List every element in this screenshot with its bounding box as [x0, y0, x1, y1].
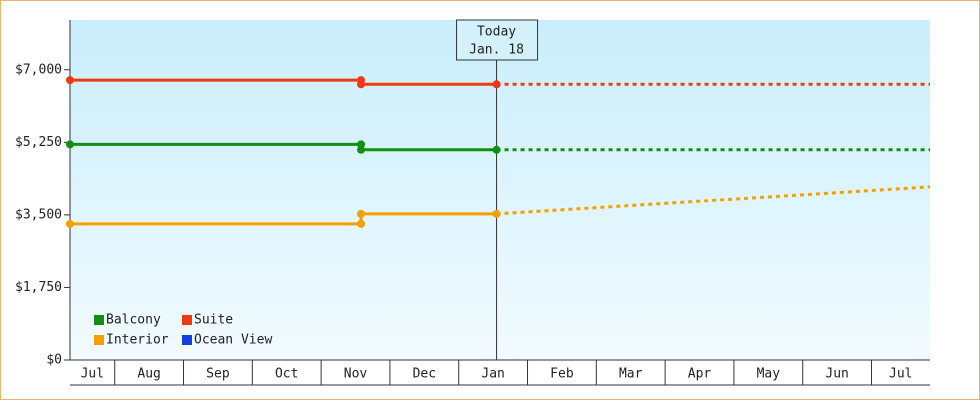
legend-label: Balcony [106, 313, 161, 328]
point [492, 80, 501, 89]
point [492, 209, 501, 218]
y-tick-label: $7,000 [15, 62, 62, 77]
x-tick-label: Dec [413, 367, 436, 382]
x-tick-label: Feb [550, 367, 574, 382]
legend-swatch [182, 315, 192, 325]
legend-swatch [94, 335, 104, 345]
x-tick-label: Oct [275, 367, 298, 382]
legend-swatch [182, 335, 192, 345]
x-tick-label: Apr [688, 367, 712, 382]
point [492, 145, 501, 154]
today-box [456, 19, 539, 61]
y-tick-label: $3,500 [15, 207, 62, 222]
point [66, 219, 74, 228]
x-tick-label: May [757, 367, 781, 382]
x-tick-label: Aug [137, 367, 160, 382]
today-date: Jan. 18 [469, 43, 524, 58]
y-tick-label: $0 [46, 353, 62, 368]
x-tick-label: Sep [206, 367, 230, 382]
point [357, 219, 366, 228]
point [357, 145, 366, 154]
legend-label: Interior [106, 333, 169, 348]
point [357, 80, 366, 89]
y-tick-label: $1,750 [15, 280, 62, 295]
y-tick-label: $5,250 [15, 135, 62, 150]
x-tick-label: Jan [481, 367, 504, 382]
legend-swatch [94, 315, 104, 325]
x-tick-label: Mar [619, 367, 643, 382]
x-tick-label: Jun [825, 367, 848, 382]
x-tick-label: Jul [81, 367, 104, 382]
today-label: Today [477, 25, 516, 40]
point [66, 140, 74, 149]
point [66, 76, 74, 85]
legend-label: Suite [194, 313, 233, 328]
x-tick-label: Nov [344, 367, 368, 382]
x-tick-label: Jul [889, 367, 912, 382]
series-line [70, 212, 497, 226]
projection-line [496, 185, 931, 216]
plot-area [70, 20, 930, 360]
point [357, 209, 366, 218]
legend-label: Ocean View [194, 333, 272, 348]
